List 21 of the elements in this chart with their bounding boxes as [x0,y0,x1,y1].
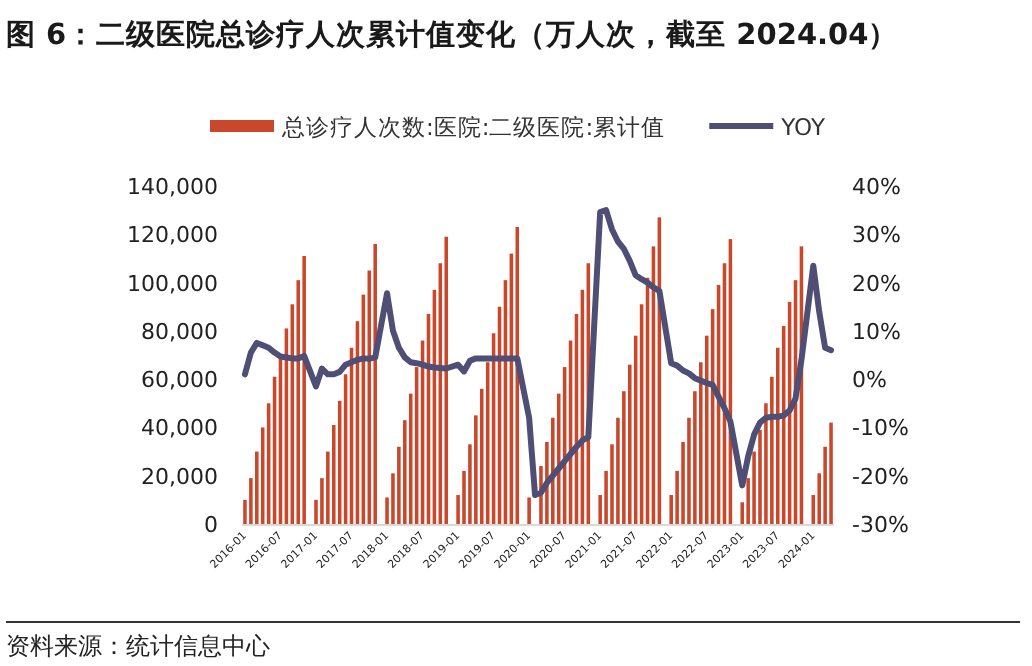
y-tick-label: 140,000 [127,174,218,200]
y2-tick-label: 30% [852,222,901,249]
y-tick-label: 20,000 [141,463,218,490]
y2-tick-label: 10% [852,318,901,345]
y-tick-label: 60,000 [141,367,218,394]
y-tick-label: 0 [204,512,218,538]
y2-tick-label: 0% [852,367,887,394]
y2-tick-label: -10% [852,415,909,442]
legend-label: 总诊疗人次数:医院:二级医院:累计值 [280,113,666,141]
chart-title: 图 6：二级医院总诊疗人次累计值变化（万人次，截至 2024.04） [6,16,899,52]
legend-label: YOY [779,113,827,141]
y-tick-label: 40,000 [141,415,218,442]
y2-tick-label: 20% [852,270,901,297]
y2-tick-label: -20% [852,463,909,490]
line-series [241,207,835,499]
y-tick-label: 120,000 [127,222,218,249]
y2-tick-label: 40% [852,174,901,200]
y2-tick-label: -30% [852,512,909,538]
text: 资料来源：统计信息中心 [6,632,270,660]
y-tick-label: 80,000 [141,318,218,345]
y-tick-label: 100,000 [127,270,218,297]
